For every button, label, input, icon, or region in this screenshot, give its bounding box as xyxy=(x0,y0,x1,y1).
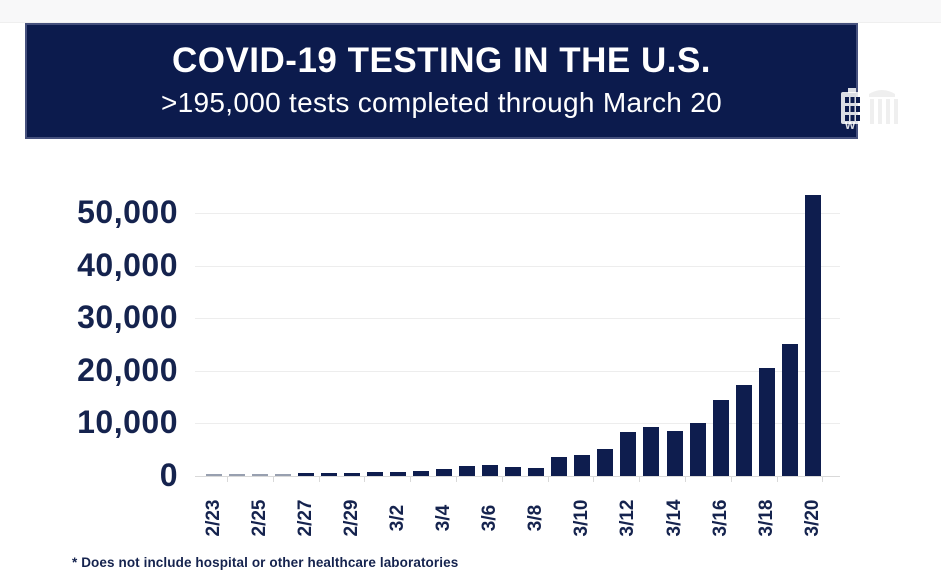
top-strip xyxy=(0,0,941,23)
bar xyxy=(389,471,406,476)
gridline xyxy=(195,265,840,267)
axis-tick xyxy=(685,477,686,482)
axis-tick xyxy=(364,477,366,482)
axis-tick xyxy=(547,477,549,482)
axis-tick xyxy=(501,477,503,482)
x-axis-label: 3/14 xyxy=(663,499,685,537)
gridline xyxy=(195,213,840,214)
bar xyxy=(689,423,706,476)
bar xyxy=(274,474,291,476)
axis-tick xyxy=(776,477,778,482)
bar xyxy=(781,343,798,476)
slide-title: COVID-19 TESTING IN THE U.S. xyxy=(171,41,712,81)
bar xyxy=(804,194,821,476)
bar xyxy=(505,467,522,476)
x-axis-label: 2/25 xyxy=(248,499,270,537)
bar xyxy=(620,431,637,476)
bar xyxy=(205,474,222,476)
bar xyxy=(343,472,360,476)
axis-tick xyxy=(593,477,595,482)
gridline xyxy=(195,318,840,320)
bar xyxy=(412,470,429,476)
footnote: * Does not include hospital or other hea… xyxy=(72,555,459,570)
gridline xyxy=(195,370,840,372)
x-axis-label: 2/23 xyxy=(202,499,224,537)
bar xyxy=(436,469,452,476)
y-axis-label: 0 xyxy=(159,457,178,493)
y-axis-label: 40,000 xyxy=(77,246,178,283)
bar xyxy=(366,472,383,476)
axis-tick xyxy=(410,477,412,482)
bar xyxy=(574,455,591,476)
axis-tick xyxy=(730,477,732,482)
x-axis-label: 3/10 xyxy=(571,499,593,537)
whitehouse-logo-icon xyxy=(841,88,898,124)
x-axis-label: 3/6 xyxy=(479,504,501,532)
x-axis-label: 3/18 xyxy=(755,499,777,537)
watermark-letter: w xyxy=(845,117,856,132)
bar xyxy=(712,399,729,476)
axis-tick xyxy=(822,477,824,482)
y-axis-label: 30,000 xyxy=(77,299,178,336)
bar xyxy=(528,467,545,476)
bar xyxy=(643,427,660,476)
header-banner: COVID-19 TESTING IN THE U.S. >195,000 te… xyxy=(25,23,858,139)
bar xyxy=(482,465,499,476)
x-axis-label: 3/12 xyxy=(617,499,639,537)
bar xyxy=(735,385,752,476)
axis-tick xyxy=(639,477,641,482)
chart-area: 0 10,000 20,000 30,000 40,000 50,000 2/23 2/25 2… xyxy=(0,150,941,560)
y-axis-label: 50,000 xyxy=(77,194,178,230)
bar xyxy=(297,473,314,476)
gridline xyxy=(195,423,840,425)
x-axis-label: 3/16 xyxy=(709,499,731,537)
slide-subtitle: >195,000 tests completed through March 2… xyxy=(161,86,722,118)
x-axis-label: 2/27 xyxy=(294,499,316,537)
bar xyxy=(459,466,476,476)
axis-tick xyxy=(456,477,457,482)
x-axis-label: 2/29 xyxy=(340,499,362,537)
bar xyxy=(320,473,337,476)
bar xyxy=(758,367,775,476)
x-axis-label: 3/20 xyxy=(801,499,823,537)
axis-tick xyxy=(272,477,274,482)
bar xyxy=(228,474,245,476)
bar xyxy=(551,457,568,476)
x-axis-label: 3/2 xyxy=(386,504,408,532)
bar xyxy=(597,449,614,476)
axis-tick xyxy=(227,477,228,482)
bar xyxy=(666,431,683,476)
axis-tick xyxy=(318,477,320,482)
y-axis-label: 20,000 xyxy=(77,351,178,388)
x-axis-label: 3/8 xyxy=(525,504,547,532)
x-axis-label: 3/4 xyxy=(433,504,454,532)
bar xyxy=(251,474,268,476)
y-axis-label: 10,000 xyxy=(77,404,178,441)
x-axis-line xyxy=(195,476,840,477)
